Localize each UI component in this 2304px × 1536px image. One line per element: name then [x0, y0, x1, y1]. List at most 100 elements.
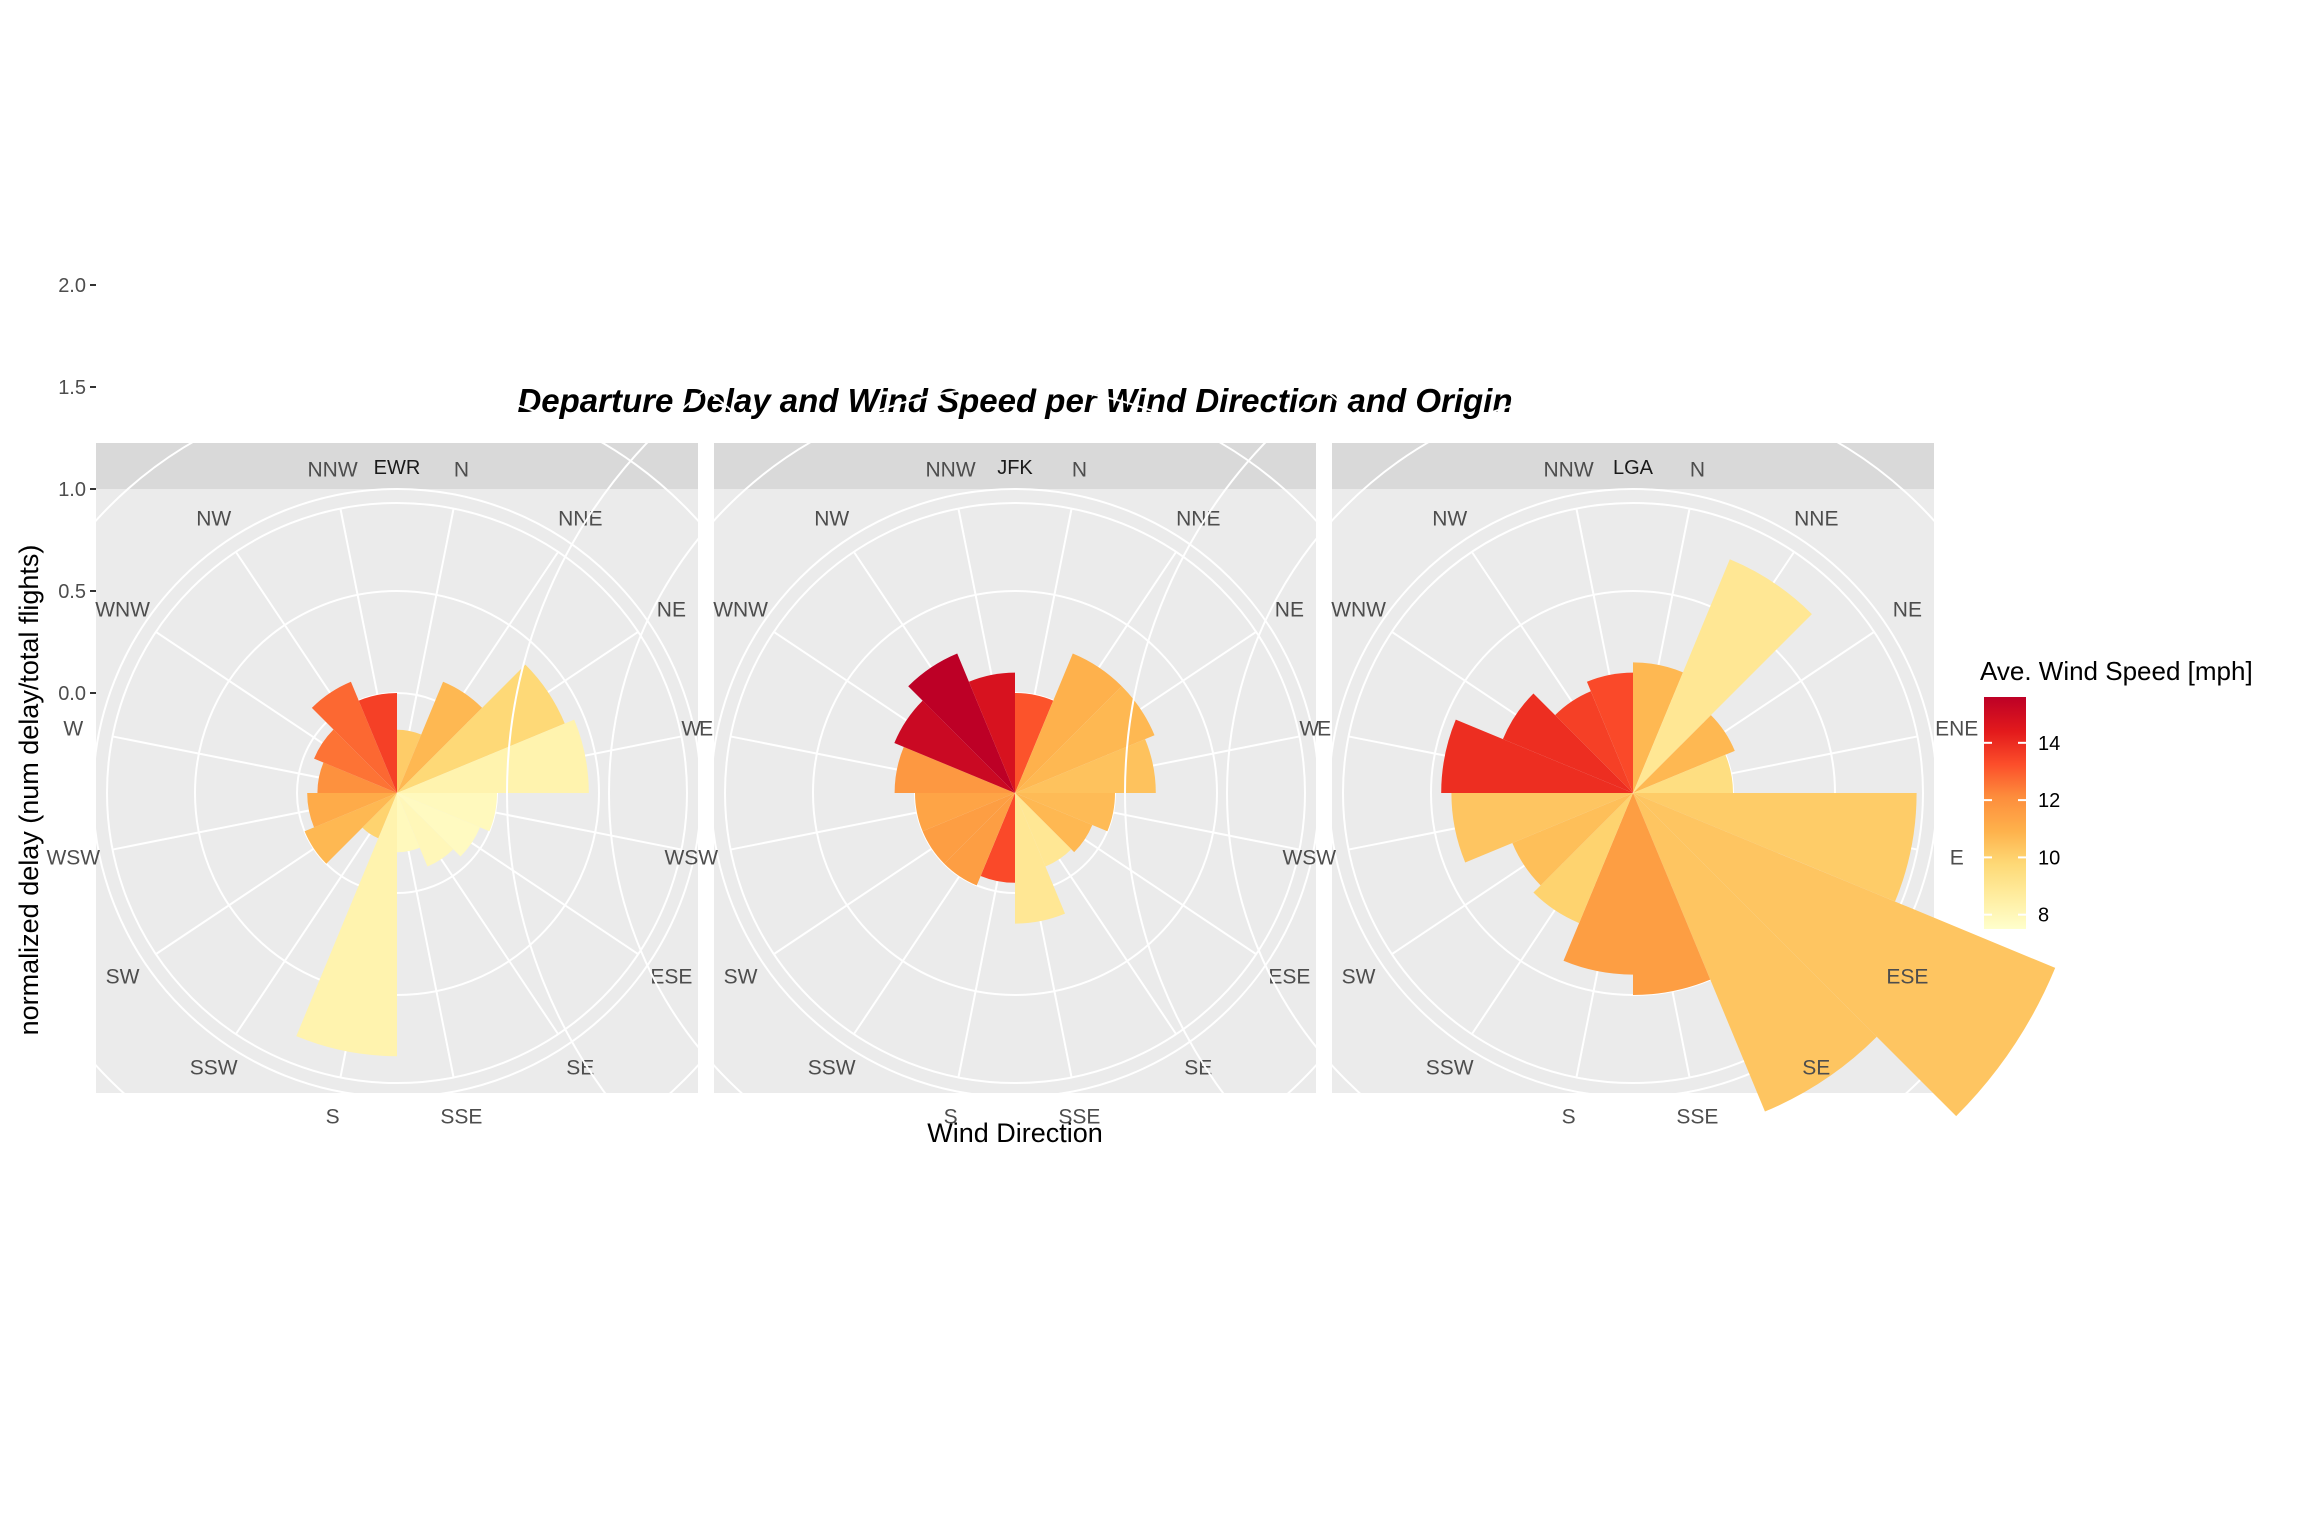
bars — [1441, 559, 2056, 1117]
bar-ssw — [944, 793, 1015, 886]
bar-nw — [908, 653, 1015, 793]
bar-ese — [397, 793, 480, 857]
direction-label-se: SE — [1802, 1056, 1830, 1079]
bar-w — [1441, 719, 1633, 793]
grid-circle — [812, 590, 1218, 996]
bar-s — [1563, 793, 1633, 975]
direction-label-n: N — [1072, 458, 1087, 481]
bars — [296, 664, 589, 1057]
direction-label-w: W — [63, 718, 83, 741]
legend-tick-label: 14 — [2038, 733, 2060, 755]
facet-strip — [714, 443, 1316, 489]
facet-strip-label: JFK — [997, 457, 1033, 479]
bar-nnw — [1586, 672, 1633, 793]
bar-e — [1633, 793, 1917, 902]
y-tick-label: 1.5 — [58, 377, 86, 399]
bar-ssw — [362, 793, 397, 839]
y-tick-label: 0.0 — [58, 683, 86, 705]
bar-se — [1633, 793, 1877, 1112]
direction-label-wnw: WNW — [713, 599, 768, 622]
x-axis-title: Wind Direction — [927, 1118, 1103, 1148]
chart-title: Departure Delay and Wind Speed per Wind … — [517, 382, 1512, 419]
grid-circle — [1226, 386, 2040, 1200]
direction-label-nw: NW — [1432, 508, 1467, 531]
direction-label-ne: NE — [1893, 599, 1922, 622]
grid-circle-outer — [724, 502, 1306, 1084]
y-tick-label: 2.0 — [58, 275, 86, 297]
bar-ese — [1633, 793, 2056, 1117]
bar-nne — [397, 681, 483, 793]
bar-n — [1015, 693, 1054, 793]
direction-label-sw: SW — [724, 965, 758, 988]
direction-label-sse: SSE — [440, 1106, 482, 1129]
legend-tick-label: 8 — [2038, 905, 2049, 927]
y-axis: 0.0 0.5 1.0 1.5 2.0 — [58, 275, 96, 705]
bar-sw — [1512, 793, 1633, 886]
bar-n — [1633, 662, 1683, 793]
bar-ne — [1015, 686, 1155, 793]
direction-label-nnw: NNW — [926, 458, 976, 481]
grid-circle-outer — [1342, 502, 1924, 1084]
bar-ene — [397, 719, 589, 793]
direction-label-nnw: NNW — [308, 458, 358, 481]
direction-label-sw: SW — [1342, 965, 1376, 988]
panel-ewr: EWRNNNENEENEEESESESSESSSWSWWSWWWNWNWNNW — [0, 284, 906, 1302]
direction-label-wsw: WSW — [664, 846, 718, 869]
bar-nw — [311, 681, 397, 793]
direction-label-wnw: WNW — [1331, 599, 1386, 622]
grid-circle — [1124, 284, 2142, 1302]
bar-wsw — [1451, 793, 1633, 863]
color-legend: Ave. Wind Speed [mph] 8 10 12 14 — [1980, 656, 2253, 929]
direction-label-e: E — [1950, 846, 1964, 869]
grid-circle-outer — [106, 502, 688, 1084]
bar-w — [894, 746, 1015, 793]
direction-label-wsw: WSW — [1282, 846, 1336, 869]
direction-label-ne: NE — [657, 599, 686, 622]
direction-label-nnw: NNW — [1544, 458, 1594, 481]
direction-label-wsw: WSW — [46, 846, 100, 869]
bar-sw — [922, 793, 1015, 864]
bar-wsw — [915, 793, 1015, 832]
bar-sse — [397, 793, 420, 853]
facet-strip — [96, 443, 698, 489]
grid-circle — [1328, 488, 1938, 1098]
direction-label-nne: NNE — [1794, 508, 1838, 531]
direction-label-w: W — [681, 718, 701, 741]
bar-sse — [1633, 793, 1711, 995]
legend-ticks: 8 10 12 14 — [1984, 733, 2060, 927]
facet-strip-label: EWR — [374, 457, 421, 479]
direction-label-ene: ENE — [1935, 718, 1978, 741]
bars — [894, 653, 1156, 924]
bar-e — [1015, 793, 1115, 832]
direction-label-ne: NE — [1275, 599, 1304, 622]
bar-wnw — [1502, 693, 1633, 793]
direction-label-ssw: SSW — [1426, 1056, 1474, 1079]
bar-ene — [1015, 739, 1156, 793]
facet-strip-label: LGA — [1613, 457, 1654, 479]
direction-label-se: SE — [1184, 1056, 1212, 1079]
direction-label-ssw: SSW — [190, 1056, 238, 1079]
direction-label-sw: SW — [106, 965, 140, 988]
facet-strip — [1332, 443, 1934, 489]
direction-label-s: S — [326, 1106, 340, 1129]
direction-label-s: S — [944, 1106, 958, 1129]
bar-n — [397, 729, 422, 793]
direction-label-sse: SSE — [1058, 1106, 1100, 1129]
direction-label-ese: ESE — [650, 965, 692, 988]
bar-nnw — [358, 693, 397, 793]
bar-ne — [1633, 715, 1735, 793]
bar-nne — [1633, 559, 1812, 793]
bar-sse — [1015, 793, 1065, 924]
bar-ese — [1015, 793, 1093, 853]
bar-nne — [1015, 653, 1122, 793]
bar-se — [397, 793, 454, 867]
direction-label-sse: SSE — [1676, 1106, 1718, 1129]
bar-se — [1015, 793, 1072, 867]
grid-circle — [710, 488, 1320, 1098]
bar-e — [397, 793, 497, 832]
legend-title: Ave. Wind Speed [mph] — [1980, 656, 2253, 686]
direction-label-nw: NW — [814, 508, 849, 531]
bar-nnw — [968, 672, 1015, 793]
bar-wnw — [894, 700, 1015, 793]
